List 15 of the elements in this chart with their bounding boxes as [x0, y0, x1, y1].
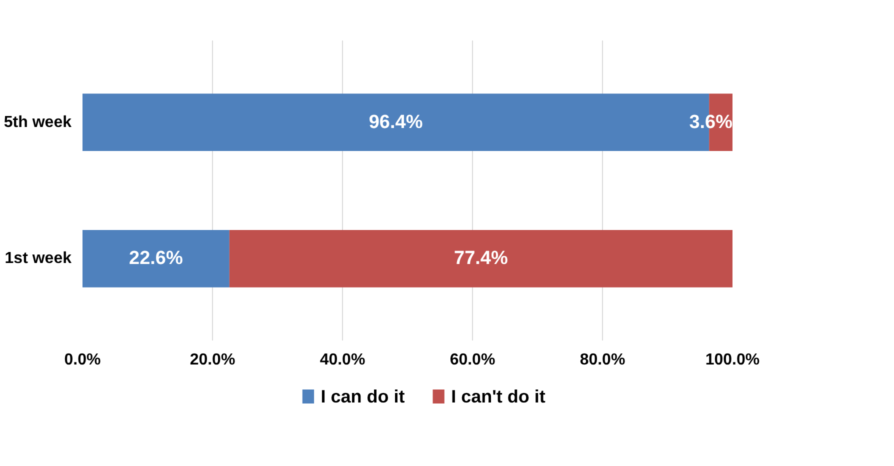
x-tick-label: 0.0% [64, 352, 101, 368]
data-label: 96.4% [368, 112, 423, 133]
y-tick-label: 5th week [4, 114, 72, 131]
x-tick-label: 100.0% [705, 352, 760, 368]
data-label: 77.4% [454, 248, 508, 270]
x-tick-label: 80.0% [580, 352, 626, 368]
x-tick-label: 20.0% [190, 352, 236, 368]
x-tick-label: 60.0% [450, 352, 496, 368]
legend-label: I can do it [320, 386, 405, 406]
bar [82, 230, 230, 288]
x-tick-label: 40.0% [320, 352, 366, 368]
legend-label: I can't do it [451, 386, 546, 406]
y-tick-label: 1st week [4, 250, 72, 268]
data-label: 22.6% [129, 248, 183, 270]
bar [229, 230, 732, 288]
